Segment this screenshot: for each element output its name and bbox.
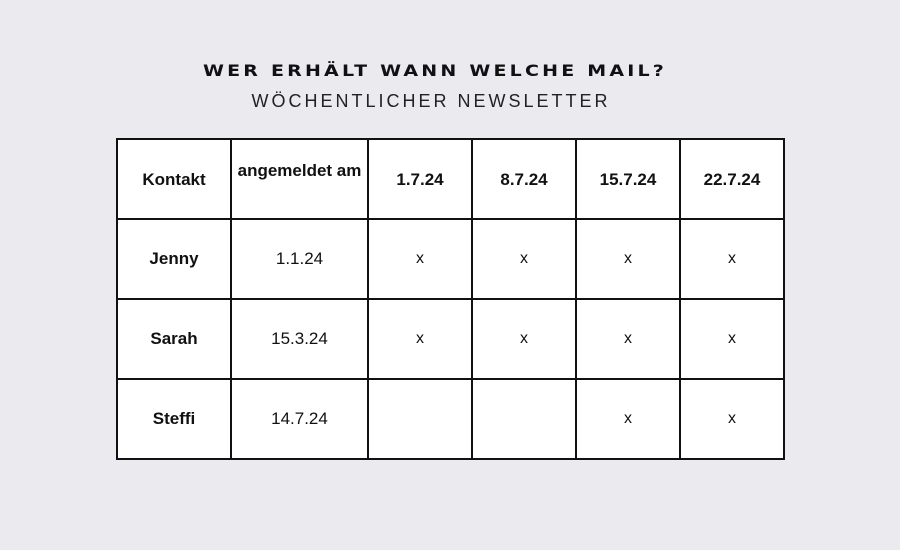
column-header-date: 22.7.24 xyxy=(679,138,785,220)
column-header-date: 1.7.24 xyxy=(367,138,473,220)
table-row: Jenny 1.1.24 x x x x xyxy=(116,218,785,300)
page-title: Wer erhält wann welche Mail? xyxy=(202,61,668,81)
column-header-angemeldet-am-label: angemeldet am xyxy=(237,160,362,180)
signup-date-cell: 1.1.24 xyxy=(230,218,369,300)
contact-name-cell: Sarah xyxy=(116,298,232,380)
mail-mark-cell xyxy=(367,378,473,460)
table-header-row: Kontakt angemeldet am 1.7.24 8.7.24 15.7… xyxy=(116,138,785,220)
mail-mark-cell: x xyxy=(367,218,473,300)
mail-mark-cell: x xyxy=(575,298,681,380)
column-header-kontakt: Kontakt xyxy=(116,138,232,220)
mail-mark-cell: x xyxy=(471,298,577,380)
table-row: Sarah 15.3.24 x x x x xyxy=(116,298,785,380)
mail-mark-cell: x xyxy=(575,218,681,300)
page-subtitle: WÖCHENTLICHER NEWSLETTER xyxy=(251,91,611,111)
column-header-date: 15.7.24 xyxy=(575,138,681,220)
column-header-angemeldet-am: angemeldet am xyxy=(230,138,369,220)
signup-date-cell: 15.3.24 xyxy=(230,298,369,380)
mail-mark-cell: x xyxy=(367,298,473,380)
mail-mark-cell: x xyxy=(679,378,785,460)
mail-mark-cell: x xyxy=(471,218,577,300)
mail-mark-cell: x xyxy=(679,298,785,380)
contact-name-cell: Steffi xyxy=(116,378,232,460)
mail-mark-cell: x xyxy=(575,378,681,460)
contact-name-cell: Jenny xyxy=(116,218,232,300)
column-header-date: 8.7.24 xyxy=(471,138,577,220)
table-row: Steffi 14.7.24 x x xyxy=(116,378,785,460)
signup-date-cell: 14.7.24 xyxy=(230,378,369,460)
mail-mark-cell: x xyxy=(679,218,785,300)
newsletter-schedule-table: Kontakt angemeldet am 1.7.24 8.7.24 15.7… xyxy=(116,138,785,460)
mail-mark-cell xyxy=(471,378,577,460)
